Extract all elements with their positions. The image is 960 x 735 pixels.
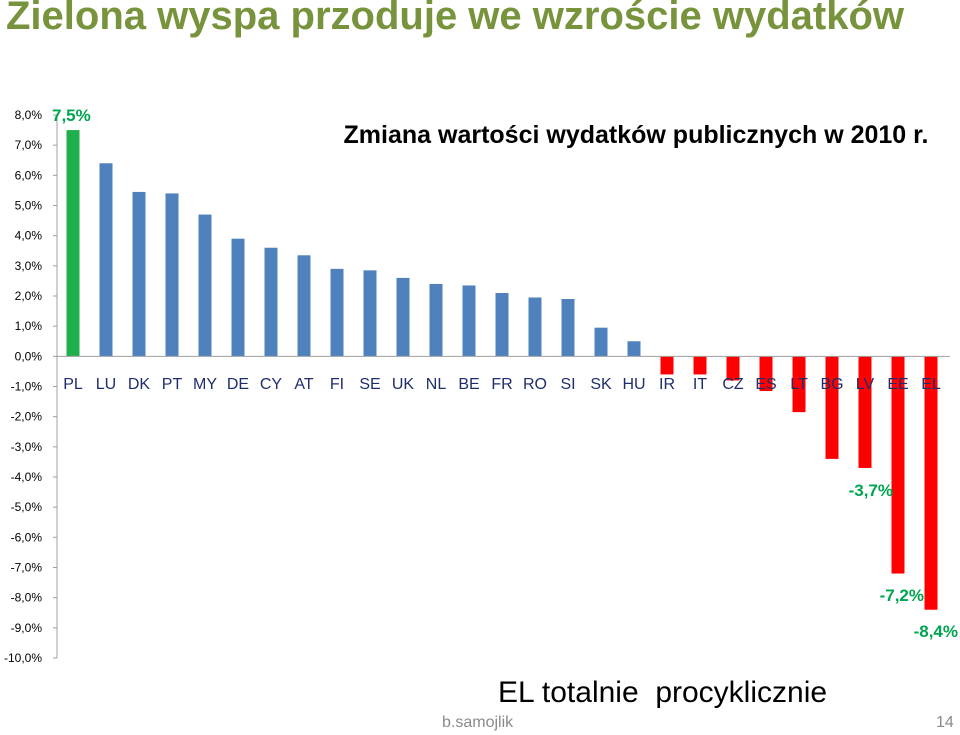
category-label-fr: FR bbox=[491, 376, 512, 393]
y-tick-label: 1,0% bbox=[15, 319, 43, 333]
bar-lt bbox=[792, 356, 806, 413]
y-tick-label: 7,0% bbox=[15, 138, 43, 152]
category-label-at: AT bbox=[294, 376, 313, 393]
bar-uk bbox=[396, 277, 410, 357]
bar-de bbox=[231, 238, 245, 357]
category-label-ee: EE bbox=[887, 376, 908, 393]
chart-caption: EL totalnie procyklicznie bbox=[498, 676, 827, 709]
bar-el bbox=[924, 356, 938, 610]
y-tick-label: 2,0% bbox=[15, 289, 43, 303]
category-label-pt: PT bbox=[162, 376, 183, 393]
category-label-de: DE bbox=[227, 376, 249, 393]
y-tick-label: -9,0% bbox=[11, 621, 43, 635]
bar-cy bbox=[264, 247, 278, 357]
y-tick-label: -10,0% bbox=[4, 651, 42, 665]
page-number: 14 bbox=[936, 714, 954, 731]
y-tick-label: -3,0% bbox=[11, 440, 43, 454]
category-label-lv: LV bbox=[856, 376, 875, 393]
bar-es bbox=[759, 356, 773, 392]
bar-my bbox=[198, 214, 212, 357]
category-label-uk: UK bbox=[392, 376, 415, 393]
category-label-es: ES bbox=[755, 376, 776, 393]
category-label-lt: LT bbox=[790, 376, 808, 393]
category-label-si: SI bbox=[560, 376, 575, 393]
bar-lv bbox=[858, 356, 872, 468]
category-label-nl: NL bbox=[426, 376, 447, 393]
bar-dk bbox=[132, 191, 146, 357]
category-label-pl: PL bbox=[63, 376, 83, 393]
category-label-be: BE bbox=[458, 376, 479, 393]
bar-si bbox=[561, 299, 575, 357]
bar-ee bbox=[891, 356, 905, 574]
category-label-lu: LU bbox=[96, 376, 116, 393]
y-tick-label: -7,0% bbox=[11, 561, 43, 575]
bar-lu bbox=[99, 163, 113, 357]
bar-at bbox=[297, 255, 311, 357]
y-tick-label: -8,0% bbox=[11, 591, 43, 605]
annotation-lv: -3,7% bbox=[849, 481, 893, 500]
y-tick-label: -1,0% bbox=[11, 380, 43, 394]
category-label-cz: CZ bbox=[722, 376, 744, 393]
category-label-it: IT bbox=[693, 376, 707, 393]
category-label-se: SE bbox=[359, 376, 380, 393]
category-label-fi: FI bbox=[330, 376, 344, 393]
bar-hu bbox=[627, 341, 641, 357]
chart-title: Zmiana wartości wydatków publicznych w 2… bbox=[344, 121, 929, 149]
category-label-bg: BG bbox=[820, 376, 843, 393]
bar-pl bbox=[66, 130, 80, 357]
category-label-my: MY bbox=[193, 376, 217, 393]
bar-fi bbox=[330, 268, 344, 357]
category-label-el: EL bbox=[921, 376, 941, 393]
bar-se bbox=[363, 270, 377, 357]
annotation-pl: 7,5% bbox=[52, 106, 91, 125]
bar-cz bbox=[726, 356, 740, 381]
bar-sk bbox=[594, 327, 608, 357]
category-label-hu: HU bbox=[622, 376, 645, 393]
category-label-ir: IR bbox=[659, 376, 675, 393]
category-label-sk: SK bbox=[590, 376, 612, 393]
category-label-ro: RO bbox=[523, 376, 547, 393]
y-tick-label: 5,0% bbox=[15, 199, 43, 213]
bar-pt bbox=[165, 193, 179, 357]
bar-nl bbox=[429, 283, 443, 357]
y-tick-label: 4,0% bbox=[15, 229, 43, 243]
y-tick-label: 6,0% bbox=[15, 168, 43, 182]
y-tick-label: -2,0% bbox=[11, 410, 43, 424]
y-tick-label: -6,0% bbox=[11, 530, 43, 544]
bar-bg bbox=[825, 356, 839, 459]
footer-author: b.samojlik bbox=[442, 714, 514, 731]
bar-fr bbox=[495, 292, 509, 357]
y-tick-label: -4,0% bbox=[11, 470, 43, 484]
category-label-dk: DK bbox=[128, 376, 151, 393]
bar-ir bbox=[660, 356, 674, 375]
bar-ro bbox=[528, 297, 542, 357]
bar-be bbox=[462, 285, 476, 357]
annotation-el: -8,4% bbox=[914, 622, 958, 641]
y-tick-label: 3,0% bbox=[15, 259, 43, 273]
annotation-ee: -7,2% bbox=[880, 586, 924, 605]
bar-it bbox=[693, 356, 707, 375]
slide-title: Zielona wyspa przoduje we wzroście wydat… bbox=[6, 0, 905, 38]
category-label-cy: CY bbox=[260, 376, 283, 393]
y-tick-label: -5,0% bbox=[11, 500, 43, 514]
y-tick-label: 0,0% bbox=[15, 349, 43, 363]
y-tick-label: 8,0% bbox=[15, 108, 43, 122]
